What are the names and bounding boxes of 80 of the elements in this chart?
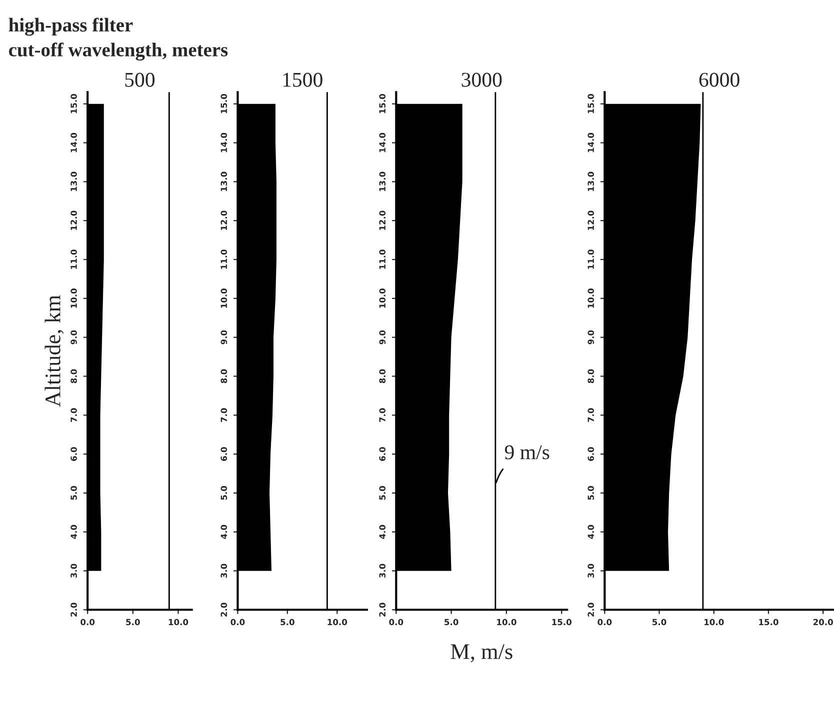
- y-tick-label: 3.0: [70, 564, 77, 578]
- y-tick-label: 7.0: [220, 408, 228, 422]
- y-tick-label: 4.0: [588, 524, 594, 539]
- y-tick-label: 9.0: [220, 330, 228, 344]
- y-tick-label: 4.0: [379, 524, 386, 539]
- x-axis-title: M, m/s: [450, 644, 512, 662]
- x-tick-label: 10.0: [328, 618, 348, 626]
- chart-title: 1500: [283, 72, 322, 87]
- y-tick-label: 14.0: [220, 132, 228, 152]
- y-tick-label: 3.0: [588, 564, 594, 578]
- y-tick-label: 9.0: [588, 330, 594, 344]
- ref-line-label: 9 m/s: [504, 445, 550, 460]
- y-tick-label: 8.0: [220, 369, 228, 384]
- y-tick-label: 5.0: [70, 486, 77, 500]
- y-tick-label: 12.0: [220, 210, 228, 230]
- y-tick-label: 10.0: [220, 288, 228, 308]
- y-tick-label: 12.0: [588, 210, 594, 230]
- y-tick-label: 12.0: [70, 210, 77, 230]
- y-tick-label: 7.0: [379, 408, 386, 422]
- y-tick-label: 6.0: [220, 447, 228, 461]
- y-tick-label: 2.0: [379, 602, 386, 616]
- x-tick-label: 10.0: [704, 618, 724, 626]
- x-tick-label: 5.0: [444, 618, 458, 626]
- y-tick-label: 3.0: [220, 564, 228, 578]
- y-tick-label: 15.0: [70, 94, 77, 114]
- text: high-pass filter: [8, 18, 133, 36]
- y-tick-label: 8.0: [588, 369, 594, 384]
- y-tick-label: 13.0: [220, 172, 228, 192]
- y-tick-label: 8.0: [379, 369, 386, 384]
- y-tick-label: 14.0: [379, 132, 386, 152]
- chart-title: 500: [125, 72, 155, 87]
- x-tick-label: 5.0: [280, 618, 294, 626]
- y-tick-label: 15.0: [588, 94, 594, 114]
- y-tick-label: 2.0: [588, 602, 594, 616]
- x-tick-label: 15.0: [759, 618, 778, 626]
- y-tick-label: 4.0: [220, 524, 228, 539]
- y-tick-label: 14.0: [588, 132, 594, 152]
- y-tick-label: 9.0: [379, 330, 386, 344]
- x-tick-label: 0.0: [598, 618, 612, 626]
- chart-title: 3000: [462, 72, 502, 87]
- y-tick-label: 5.0: [588, 486, 594, 500]
- y-tick-label: 5.0: [220, 486, 228, 500]
- x-tick-label: 0.0: [389, 618, 404, 626]
- y-tick-label: 11.0: [220, 250, 228, 269]
- x-tick-label: 0.0: [80, 618, 95, 626]
- y-tick-label: 13.0: [379, 172, 386, 192]
- chart-title: 6000: [699, 72, 740, 87]
- y-tick-label: 2.0: [70, 602, 77, 616]
- x-tick-label: 0.0: [230, 618, 245, 626]
- x-tick-label: 5.0: [126, 618, 140, 626]
- y-tick-label: 13.0: [588, 172, 594, 192]
- y-tick-label: 10.0: [70, 288, 77, 308]
- y-tick-label: 3.0: [379, 564, 386, 578]
- y-tick-label: 7.0: [70, 408, 77, 422]
- y-tick-label: 10.0: [379, 288, 386, 308]
- text: cut-off wavelength, meters: [9, 42, 228, 61]
- y-tick-label: 10.0: [588, 288, 594, 308]
- x-tick-label: 15.0: [552, 618, 572, 626]
- x-tick-label: 10.0: [168, 618, 188, 626]
- y-tick-label: 6.0: [379, 447, 386, 461]
- y-axis-title: Altitude, km: [44, 295, 64, 407]
- y-tick-label: 14.0: [70, 132, 77, 152]
- x-tick-label: 5.0: [652, 618, 666, 626]
- x-tick-label: 20.0: [813, 618, 833, 626]
- x-tick-label: 10.0: [497, 618, 516, 626]
- y-tick-label: 2.0: [220, 602, 228, 616]
- y-tick-label: 9.0: [70, 330, 77, 344]
- y-tick-label: 4.0: [70, 524, 77, 539]
- y-tick-label: 15.0: [379, 94, 386, 114]
- y-tick-label: 6.0: [588, 447, 594, 461]
- y-tick-label: 13.0: [70, 172, 77, 192]
- y-tick-label: 6.0: [70, 447, 77, 461]
- y-tick-label: 11.0: [70, 250, 77, 269]
- y-tick-label: 11.0: [379, 250, 386, 269]
- y-tick-label: 11.0: [588, 250, 594, 269]
- y-tick-label: 8.0: [70, 369, 77, 384]
- y-tick-label: 12.0: [379, 210, 386, 230]
- y-tick-label: 5.0: [379, 486, 386, 500]
- y-tick-label: 15.0: [220, 94, 228, 114]
- y-tick-label: 7.0: [588, 408, 594, 422]
